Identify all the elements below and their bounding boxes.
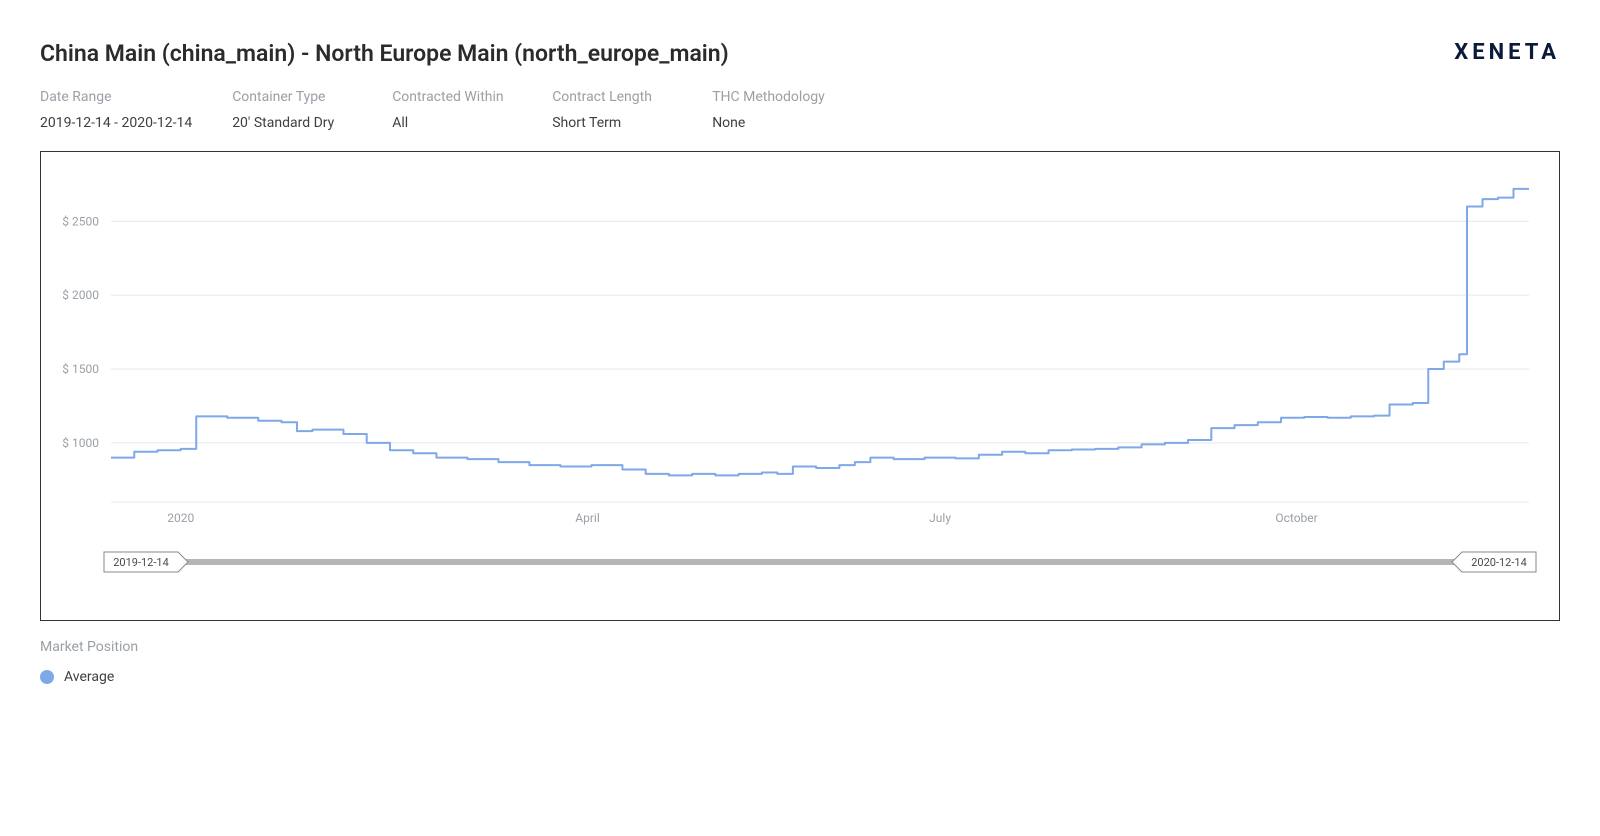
filter-value: All xyxy=(392,115,512,131)
range-slider-label: 2020-12-14 xyxy=(1471,556,1527,569)
page-title: China Main (china_main) - North Europe M… xyxy=(40,40,729,67)
filter-label: Contracted Within xyxy=(392,89,512,105)
filter-item: Container Type 20' Standard Dry xyxy=(232,89,352,131)
filter-item: Contracted Within All xyxy=(392,89,512,131)
y-tick-label: $ 2500 xyxy=(62,214,99,228)
filter-value: 2019-12-14 - 2020-12-14 xyxy=(40,115,192,131)
filter-label: Container Type xyxy=(232,89,352,105)
legend-title: Market Position xyxy=(40,639,1560,655)
range-slider-label: 2019-12-14 xyxy=(113,556,169,569)
filter-value: Short Term xyxy=(552,115,672,131)
filter-value: None xyxy=(712,115,832,131)
filter-label: Date Range xyxy=(40,89,192,105)
x-tick-label: 2020 xyxy=(167,511,194,525)
x-tick-label: April xyxy=(575,511,599,525)
filter-value: 20' Standard Dry xyxy=(232,115,352,131)
legend-label: Average xyxy=(64,669,114,685)
x-tick-label: October xyxy=(1275,511,1317,525)
line-chart: $ 1000 $ 1500 $ 2000 $ 2500 2020 April July Oct… xyxy=(41,152,1559,620)
filter-label: THC Methodology xyxy=(712,89,832,105)
chart-container: $ 1000 $ 1500 $ 2000 $ 2500 2020 April July Oct… xyxy=(40,151,1560,621)
y-tick-label: $ 1000 xyxy=(62,436,99,450)
legend-items: Average xyxy=(40,669,1560,685)
filters-bar: Date Range 2019-12-14 - 2020-12-14 Contain… xyxy=(40,89,1560,131)
filter-label: Contract Length xyxy=(552,89,672,105)
y-tick-label: $ 1500 xyxy=(62,362,99,376)
brand-logo: XENETA xyxy=(1454,40,1560,65)
legend-item: Average xyxy=(40,669,1560,685)
y-tick-label: $ 2000 xyxy=(62,288,99,302)
legend-marker xyxy=(40,670,54,684)
filter-item: Date Range 2019-12-14 - 2020-12-14 xyxy=(40,89,192,131)
filter-item: Contract Length Short Term xyxy=(552,89,672,131)
filter-item: THC Methodology None xyxy=(712,89,832,131)
x-tick-label: July xyxy=(929,511,951,525)
